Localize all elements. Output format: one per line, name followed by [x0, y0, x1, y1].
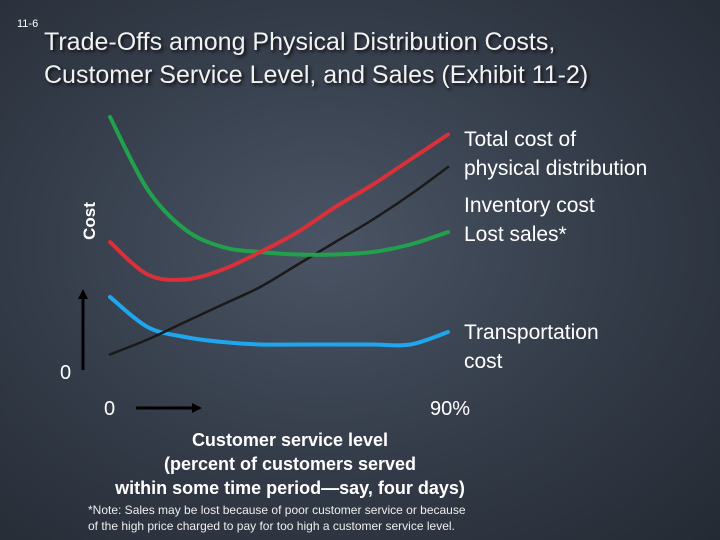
x-start-label: 0: [104, 398, 116, 420]
title-line-2: Customer Service Level, and Sales (Exhib…: [44, 61, 589, 89]
x-axis-label: Customer service level (percent of custo…: [100, 428, 480, 500]
legend-inventory-cost: Inventory cost: [464, 194, 595, 217]
x-axis-label-line-1: Customer service level: [191, 430, 389, 450]
series-layer: [108, 115, 450, 356]
series-line-transportation-cost: [108, 295, 450, 348]
series-line-lost-sales: [108, 115, 450, 257]
y-axis-label: Cost: [80, 202, 99, 240]
x-axis-label-line-2: (percent of customers served: [163, 454, 417, 474]
y-origin-label: 0: [60, 362, 72, 384]
series-line-total-cost: [108, 132, 450, 282]
legend-transportation-cost: Transportation cost: [464, 318, 599, 376]
legend-total-cost-line-1: Total cost of: [464, 128, 577, 151]
series-line-inventory-cost: [108, 165, 450, 356]
footnote-line-2: of the high price charged to pay for too…: [88, 519, 455, 533]
legend-transportation-line-2: cost: [464, 350, 503, 373]
legend-transportation-line-1: Transportation: [464, 321, 599, 344]
page-title: Trade-Offs among Physical Distribution C…: [44, 26, 684, 92]
legend-lost-sales: Lost sales*: [464, 223, 567, 246]
x-axis-label-line-3: within some time period—say, four days): [115, 478, 465, 498]
title-line-1: Trade-Offs among Physical Distribution C…: [44, 28, 556, 56]
slide-number: 11-6: [17, 18, 39, 30]
footnote-line-1: *Note: Sales may be lost because of poor…: [88, 503, 466, 517]
legend-total-cost-line-2: physical distribution: [464, 157, 648, 180]
footnote: *Note: Sales may be lost because of poor…: [88, 502, 538, 534]
x-end-label: 90%: [430, 398, 471, 420]
legend-total-cost: Total cost of physical distribution: [464, 125, 647, 183]
